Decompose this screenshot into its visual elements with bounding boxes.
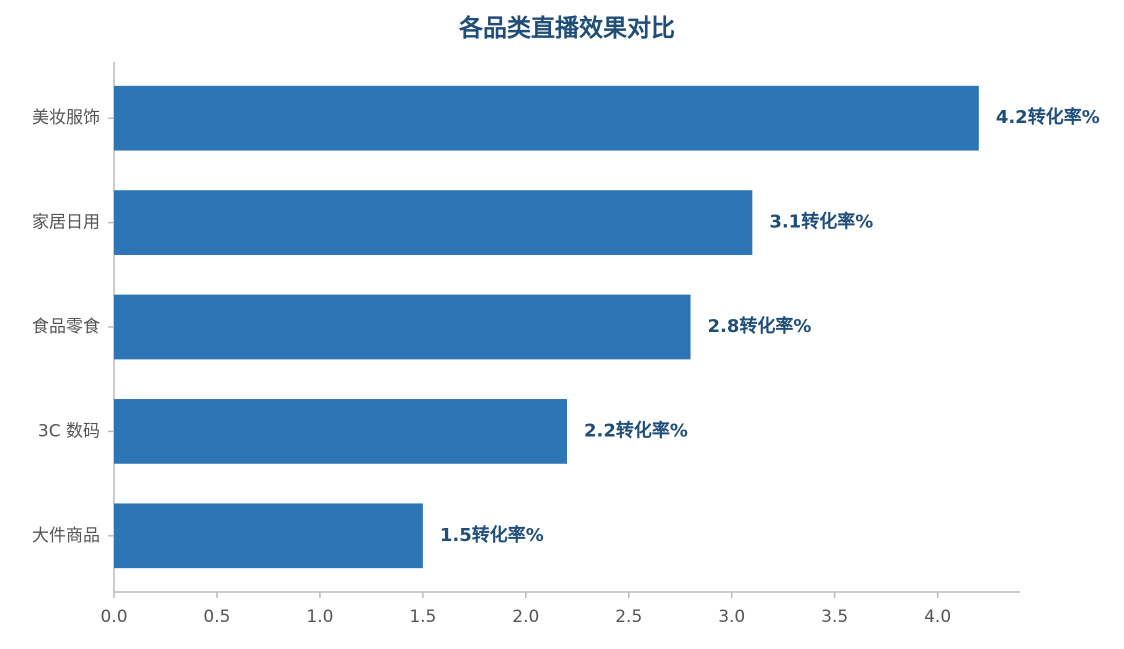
value-label: 3.1转化率%: [769, 211, 873, 233]
x-tick-label: 0.5: [203, 607, 230, 627]
y-tick-label: 家居日用: [32, 213, 100, 233]
y-tick-label: 食品零食: [32, 317, 100, 337]
value-label: 1.5转化率%: [440, 524, 544, 546]
y-tick-label: 大件商品: [32, 526, 100, 546]
bar: [114, 190, 753, 255]
value-label: 4.2转化率%: [996, 106, 1100, 128]
chart-title: 各品类直播效果对比: [458, 14, 675, 42]
x-tick-label: 2.0: [512, 607, 539, 627]
value-label: 2.8转化率%: [708, 315, 812, 337]
x-tick-label: 0.0: [100, 607, 127, 627]
x-tick-label: 3.5: [821, 607, 848, 627]
bar: [114, 85, 979, 151]
x-tick-label: 2.5: [615, 607, 642, 627]
y-tick-label: 3C 数码: [38, 421, 100, 441]
x-tick-label: 1.0: [306, 607, 333, 627]
bar: [114, 399, 567, 464]
bar: [114, 294, 691, 360]
x-tick-label: 4.0: [924, 607, 951, 627]
x-tick-label: 3.0: [718, 607, 745, 627]
y-tick-label: 美妆服饰: [32, 108, 100, 128]
value-label: 2.2转化率%: [584, 419, 688, 441]
bar: [114, 503, 423, 569]
x-tick-label: 1.5: [409, 607, 436, 627]
